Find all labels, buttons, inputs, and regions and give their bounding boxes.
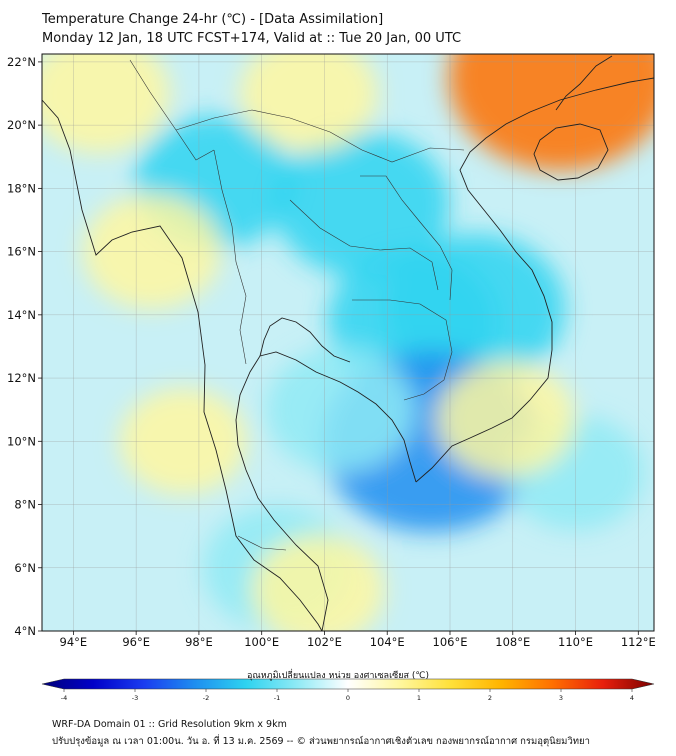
y-tick-label: 14°N xyxy=(7,308,36,322)
x-tick-label: 112°E xyxy=(621,635,656,649)
temperature-field xyxy=(42,54,654,631)
field-warm-hainan xyxy=(448,54,654,171)
border-cambodia xyxy=(352,299,453,401)
border-thai-malaysia xyxy=(237,535,287,551)
x-tick-label: 110°E xyxy=(558,635,593,649)
plot-frame xyxy=(41,53,655,632)
x-tick-label: 106°E xyxy=(433,635,468,649)
x-axis: 94°E 96°E 98°E 100°E 102°E 104°E 106°E 108°E 110… xyxy=(60,631,656,649)
colorbar-tick-label: -1 xyxy=(274,694,280,702)
admin-borders xyxy=(129,59,465,551)
field-warm-se-vietnam-coast xyxy=(437,361,576,477)
title-line-1: Temperature Change 24-hr (℃) - [Data Ass… xyxy=(42,12,384,27)
x-tick-label: 94°E xyxy=(60,635,88,649)
x-tick-label: 108°E xyxy=(495,635,530,649)
border-laos-vietnam xyxy=(360,175,453,301)
x-tick-label: 96°E xyxy=(122,635,150,649)
y-tick-label: 16°N xyxy=(7,245,36,259)
border-laos-thailand xyxy=(289,199,439,291)
y-tick-label: 12°N xyxy=(7,371,36,385)
colorbar-tick-label: -2 xyxy=(203,694,209,702)
title-line-2: Monday 12 Jan, 18 UTC FCST+174, Valid at… xyxy=(42,31,462,46)
field-warm-south-gulf xyxy=(251,534,385,631)
colorbar-tick-label: -3 xyxy=(132,694,138,702)
y-tick-label: 6°N xyxy=(14,561,36,575)
field-warm-north-bay xyxy=(42,54,171,154)
colorbar-tick-label: 3 xyxy=(559,694,563,702)
border-china-south xyxy=(175,109,465,163)
y-tick-label: 4°N xyxy=(14,624,36,638)
field-warm-yunnan xyxy=(239,54,378,152)
coast-hainan xyxy=(533,123,609,181)
colorbar-tick-label: 4 xyxy=(630,694,634,702)
y-tick-label: 20°N xyxy=(7,118,36,132)
border-myanmar-north xyxy=(129,59,215,161)
colorbar-tick-label: 2 xyxy=(488,694,492,702)
y-tick-label: 22°N xyxy=(7,55,36,69)
colorbar-tick-label: 1 xyxy=(417,694,421,702)
colorbar-ticks: -4 -3 -2 -1 0 1 2 3 4 xyxy=(61,689,634,702)
field-cool-laos-thailand xyxy=(274,131,450,278)
coast-leizhou xyxy=(555,55,613,111)
y-tick-label: 10°N xyxy=(7,434,36,448)
coast-vietnam xyxy=(415,77,654,483)
footer-line-1: WRF-DA Domain 01 :: Grid Resolution 9km … xyxy=(52,719,287,730)
x-tick-label: 102°E xyxy=(307,635,342,649)
colorbar-title: อุณหภูมิเปลี่ยนแปลง หน่วย องศาเซลเซียส (… xyxy=(246,671,430,681)
x-tick-label: 104°E xyxy=(370,635,405,649)
colorbar-tick-label: 0 xyxy=(346,694,350,702)
coast-myanmar-west xyxy=(42,99,323,631)
x-tick-label: 98°E xyxy=(185,635,213,649)
y-tick-label: 18°N xyxy=(7,181,36,195)
coast-gulf-thailand xyxy=(235,351,417,631)
coastlines xyxy=(42,55,654,631)
border-myanmar-thailand xyxy=(213,149,247,365)
y-tick-label: 8°N xyxy=(14,498,36,512)
colorbar: -4 -3 -2 -1 0 1 2 3 4 xyxy=(41,678,655,702)
field-cool-central-vietnam xyxy=(384,233,566,384)
x-tick-label: 100°E xyxy=(244,635,279,649)
footer-line-2: ปรับปรุงข้อมูล ณ เวลา 01:00น. วัน อ. ที่… xyxy=(52,736,590,747)
y-axis: 4°N 6°N 8°N 10°N 12°N 14°N 16°N 18°N 20°N 22°N xyxy=(7,55,42,638)
field-cool-gulf-thailand xyxy=(265,347,415,472)
coast-gulf-inner xyxy=(259,317,351,363)
colorbar-tick-label: -4 xyxy=(61,694,67,702)
